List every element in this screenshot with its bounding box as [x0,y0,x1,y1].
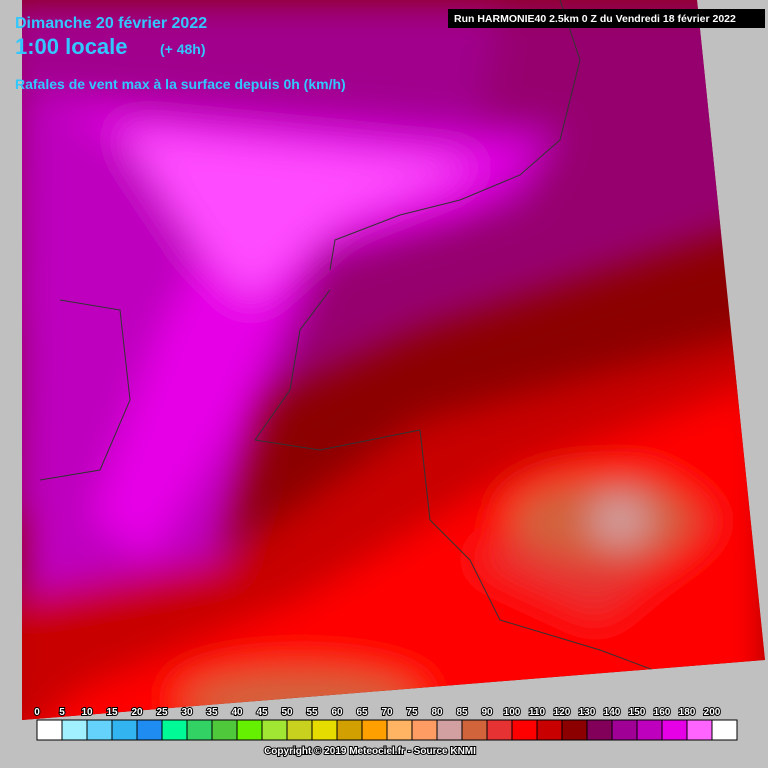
legend-swatch [486,719,513,741]
legend-label: 140 [604,707,621,718]
legend-label: 65 [356,707,368,718]
legend-swatch [561,719,588,741]
legend-swatch [511,719,538,741]
legend-label: 10 [81,707,93,718]
legend-swatch [611,719,638,741]
legend-swatch [386,719,413,741]
legend-label: 60 [331,707,343,718]
run-box [448,9,765,28]
legend-label: 30 [181,707,193,718]
legend-label: 200 [704,707,721,718]
legend-swatch [336,719,363,741]
legend-swatch [436,719,463,741]
legend-label: 45 [256,707,268,718]
legend-swatch [36,719,63,741]
run-info: Run HARMONIE40 2.5km 0 Z du Vendredi 18 … [454,13,736,25]
legend-swatch [161,719,188,741]
legend-label: 35 [206,707,218,718]
legend-label: 50 [281,707,293,718]
legend-label: 70 [381,707,393,718]
legend-swatch [211,719,238,741]
legend-swatch [311,719,338,741]
legend-swatch [586,719,613,741]
legend-swatch [636,719,663,741]
legend-label: 20 [131,707,143,718]
legend-swatch [236,719,263,741]
copyright: Copyright © 2019 Meteociel.fr - Source K… [264,746,476,757]
legend-label: 55 [306,707,318,718]
legend-label: 85 [456,707,468,718]
legend-swatch [136,719,163,741]
legend-swatch [461,719,488,741]
legend: 0 5 10 15 20 25 30 35 40 45 50 55 60 65 70 75 80 85 90 100 1… [33,706,738,741]
legend-swatch [186,719,213,741]
legend-label: 5 [59,707,65,718]
legend-swatch [361,719,388,741]
legend-swatch [536,719,563,741]
legend-label: 180 [679,707,696,718]
legend-label: 120 [554,707,571,718]
legend-label: 15 [106,707,118,718]
legend-swatch [686,719,713,741]
legend-label: 110 [529,707,546,718]
legend-label: 100 [504,707,521,718]
date: Dimanche 20 février 2022 [15,15,207,32]
legend-label: 75 [406,707,418,718]
legend-swatch [61,719,88,741]
legend-swatch [111,719,138,741]
lead-time: (+ 48h) [160,41,206,57]
legend-swatch [711,719,738,741]
legend-swatch [411,719,438,741]
legend-swatch [86,719,113,741]
legend-label: 40 [231,707,243,718]
legend-label: 90 [481,707,493,718]
legend-label: 160 [654,707,671,718]
legend-label: 150 [629,707,646,718]
time: 1:00 locale [15,34,128,59]
legend-label: 80 [431,707,443,718]
legend-label: 0 [34,707,40,718]
legend-label: 130 [579,707,596,718]
subtitle: Rafales de vent max à la surface depuis … [15,76,346,92]
legend-swatch [661,719,688,741]
legend-swatch [261,719,288,741]
legend-swatch [286,719,313,741]
legend-label: 25 [156,707,168,718]
